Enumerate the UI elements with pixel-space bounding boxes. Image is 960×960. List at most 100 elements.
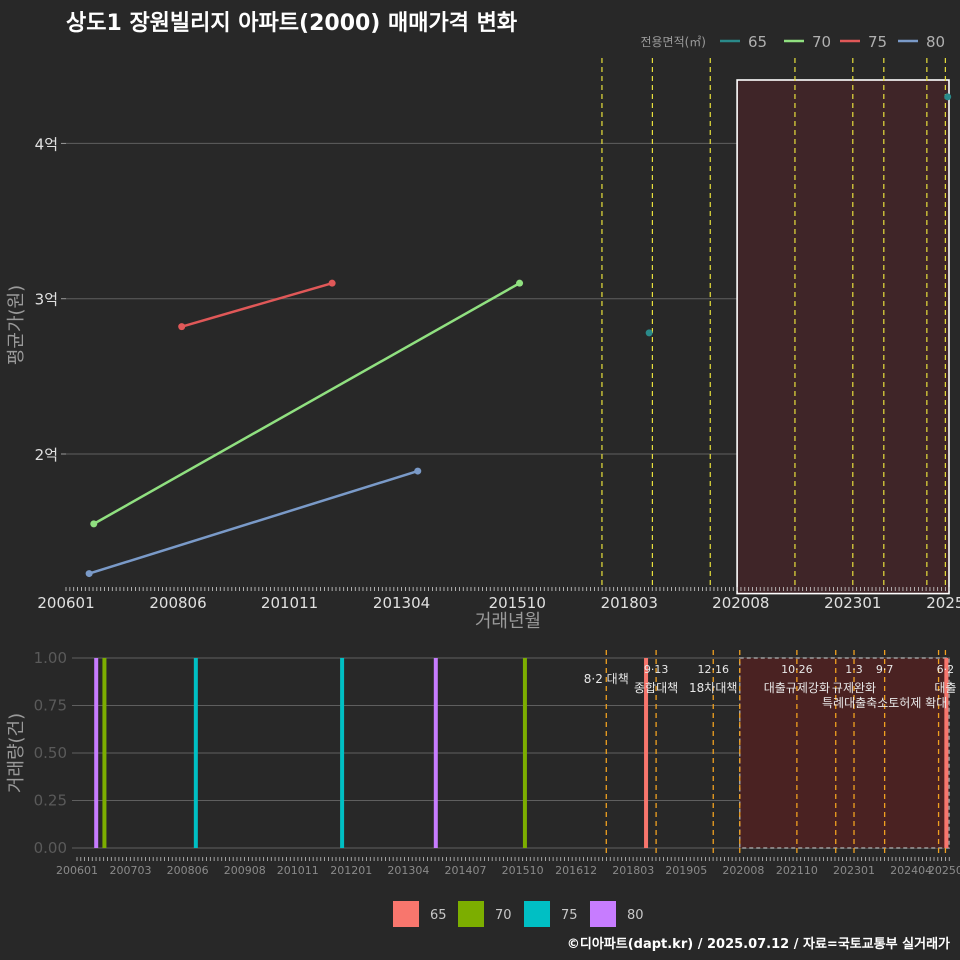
volume-legend-swatch-70 [458, 901, 484, 927]
price-x-axis-label: 거래년월 [475, 611, 541, 632]
volume-annotation-label: 종합대책 [634, 680, 678, 695]
volume-x-tick-label: 201803 [612, 864, 654, 877]
volume-x-axis: 200601 200703 200806 200908 201011 201201 2013… [56, 857, 960, 877]
volume-x-tick-label: 201510 [502, 864, 544, 877]
volume-y-axis-label: 거래량(건) [6, 713, 27, 793]
volume-x-tick-label: 20250 [928, 864, 960, 877]
footer-credit: ©디아파트(dapt.kr) / 2025.07.12 / 자료=국토교통부 실… [567, 936, 950, 952]
volume-bar-70 [102, 658, 107, 848]
volume-y-tick-label: 0.25 [34, 792, 67, 810]
price-point-75 [328, 279, 336, 287]
price-legend-label-70: 70 [812, 33, 831, 51]
volume-legend-swatch-75 [524, 901, 550, 927]
price-point-75 [178, 323, 186, 331]
volume-annotation-date: 9·13 [644, 663, 669, 676]
volume-legend-swatch-80 [590, 901, 616, 927]
volume-x-tick-label: 202301 [833, 864, 875, 877]
volume-y-tick-label: 0.50 [34, 744, 67, 762]
volume-legend-label-65: 65 [430, 908, 447, 923]
price-point-70 [516, 279, 524, 287]
volume-x-tick-label: 200806 [167, 864, 209, 877]
price-x-tick-label: 202301 [824, 594, 881, 612]
volume-annotation-label: 18차대책 [689, 680, 737, 695]
price-x-tick-label: 201510 [489, 594, 546, 612]
volume-x-tick-label: 201304 [387, 864, 429, 877]
price-highlight-layer [736, 79, 950, 595]
volume-annotation-label: 특례대출축소토허제 확대 [822, 696, 947, 710]
volume-x-tick-label: 201407 [445, 864, 487, 877]
price-legend: 전용면적(㎡) 65 70 75 80 [640, 33, 945, 51]
volume-bar-75 [340, 658, 345, 848]
volume-x-tick-label: 200601 [56, 864, 98, 877]
volume-annotation-label: 대출규제강화 [764, 681, 830, 695]
price-point-70 [90, 520, 98, 528]
volume-bar-75 [193, 658, 198, 848]
price-x-tick-label: 201803 [601, 594, 658, 612]
volume-x-tick-label: 200908 [224, 864, 266, 877]
volume-highlight-layer [738, 657, 950, 849]
price-series-line-70 [93, 282, 521, 525]
volume-y-tick-label: 1.00 [34, 649, 67, 667]
price-point-80 [414, 467, 422, 475]
volume-annotation-label: 8·2 대책 [584, 671, 629, 686]
price-policy-lines [601, 58, 946, 586]
volume-x-tick-label: 202404 [890, 864, 932, 877]
volume-x-tick-label: 201011 [277, 864, 319, 877]
price-y-tick-label: 2억 [35, 446, 58, 464]
price-x-axis: 200601 200806 201011 201304 201510 201803 2020… [37, 587, 960, 612]
price-point-80 [85, 570, 93, 578]
price-point-65 [944, 93, 952, 101]
volume-annotation-date: 9·7 [876, 663, 894, 676]
price-series [85, 93, 952, 578]
volume-legend-label-80: 80 [627, 908, 644, 923]
price-y-tick-label: 3억 [35, 291, 58, 309]
price-legend-label-65: 65 [748, 33, 767, 51]
price-series-line-75 [181, 281, 333, 328]
price-x-tick-label: 200601 [37, 594, 94, 612]
price-x-tick-label: 201011 [261, 594, 318, 612]
price-point-65 [645, 329, 653, 337]
chart-title: 상도1 장원빌리지 아파트(2000) 매매가격 변화 [66, 11, 517, 36]
volume-x-tick-label: 201201 [330, 864, 372, 877]
price-x-tick-label: 2025 [926, 594, 960, 612]
volume-highlight-box [738, 657, 950, 849]
volume-x-tick-label: 202110 [776, 864, 818, 877]
price-x-tick-label: 201304 [373, 594, 430, 612]
price-y-axis-label: 평균가(원) [6, 285, 27, 365]
price-x-tick-label: 200806 [149, 594, 206, 612]
price-legend-title: 전용면적(㎡) [640, 35, 706, 49]
price-y-axis: 2억 3억 4억 [35, 135, 66, 464]
volume-y-tick-label: 0.00 [34, 839, 67, 857]
price-highlight-box [736, 79, 950, 595]
volume-annotation-date: 10·26 [781, 663, 813, 676]
volume-bar-70 [522, 658, 527, 848]
volume-annotation-label: 대출 [934, 681, 956, 695]
price-series-line-80 [88, 469, 419, 575]
volume-bar-65 [944, 658, 949, 848]
volume-bar-80 [433, 658, 438, 848]
volume-x-tick-label: 200703 [109, 864, 151, 877]
volume-annotation-label: 규제완화 [832, 681, 876, 695]
volume-panel: 8·2 대책 9·13 종합대책 12·16 18차대책 10·26 대출규제강화 1·3 규제… [6, 649, 960, 927]
price-y-tick-label: 4억 [35, 135, 58, 153]
volume-legend-swatch-65 [393, 901, 419, 927]
volume-annotation-date: 12·16 [697, 663, 729, 676]
price-legend-label-75: 75 [868, 33, 887, 51]
volume-y-tick-label: 0.75 [34, 697, 67, 715]
price-legend-label-80: 80 [926, 33, 945, 51]
volume-legend-label-75: 75 [561, 908, 578, 923]
volume-bar-80 [94, 658, 99, 848]
price-panel: 200601 200806 201011 201304 201510 201803 2020… [6, 33, 960, 632]
volume-x-tick-label: 202008 [722, 864, 764, 877]
volume-annotation-date: 6·2 [937, 663, 955, 676]
volume-bar-65 [644, 658, 649, 848]
volume-legend: 65 70 75 80 [393, 901, 644, 927]
volume-x-tick-label: 201905 [665, 864, 707, 877]
volume-y-axis: 0.00 0.25 0.50 0.75 1.00 [34, 649, 67, 857]
volume-x-tick-label: 201612 [555, 864, 597, 877]
volume-legend-label-70: 70 [495, 908, 512, 923]
volume-annotation-date: 1·3 [845, 663, 863, 676]
price-x-tick-label: 202008 [712, 594, 769, 612]
volume-bars [94, 658, 949, 848]
